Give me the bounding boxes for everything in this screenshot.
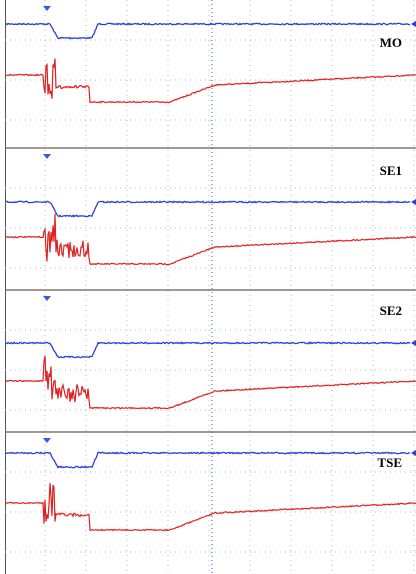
- oscilloscope-figure: MO SE1 SE2 TSE: [0, 0, 416, 574]
- panel-label: SE1: [380, 163, 402, 178]
- background: [0, 0, 416, 574]
- panel-label: SE2: [380, 303, 402, 318]
- panel-label: TSE: [377, 455, 402, 470]
- panel-label: MO: [380, 35, 402, 50]
